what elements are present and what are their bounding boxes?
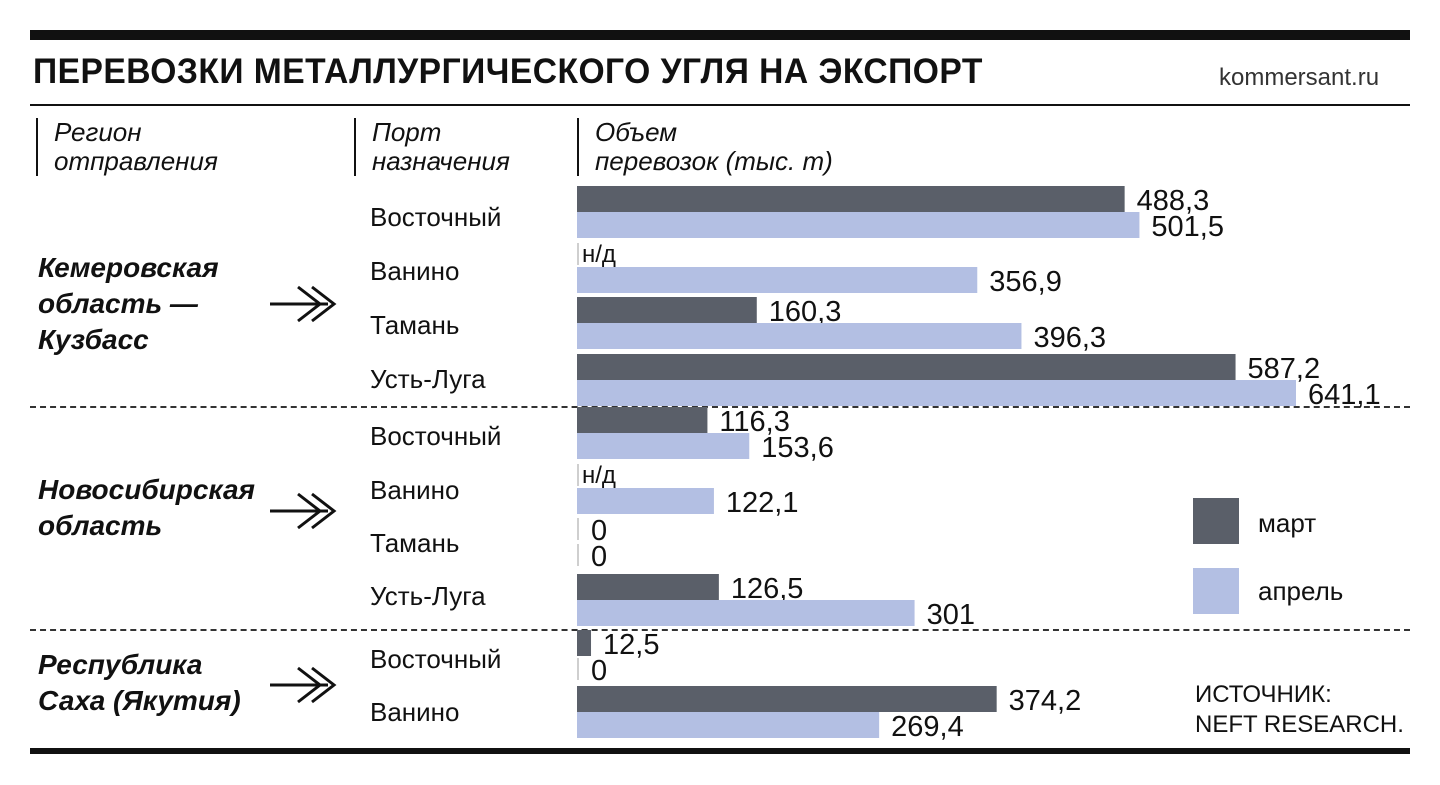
page-title: ПЕРЕВОЗКИ МЕТАЛЛУРГИЧЕСКОГО УГЛЯ НА ЭКСП… [33, 52, 983, 91]
region-kuzbass-line-1: Кемеровская [38, 252, 219, 283]
data-label-march: 0 [591, 515, 607, 547]
bottom-rule [30, 748, 1410, 754]
column-header-port: Порт назначения [354, 118, 510, 176]
port-label: Тамань [370, 528, 460, 558]
bar-march [577, 297, 757, 323]
legend-label-april: апрель [1258, 576, 1344, 606]
bar-march [577, 630, 592, 656]
data-label-march: 488,3 [1137, 185, 1210, 217]
bar-march [577, 686, 997, 712]
data-label-march: 587,2 [1248, 353, 1321, 385]
region-novosibirsk-line-1: Новосибирская [38, 474, 256, 505]
column-header-volume-line-2: перевозок (тыс. т) [595, 146, 833, 176]
port-label: Восточный [370, 421, 502, 451]
region-kuzbass: Кемеровская область — Кузбасс [38, 250, 219, 358]
bar-empty-marker [577, 464, 579, 486]
top-rule [30, 30, 1410, 40]
bar-april [577, 712, 880, 738]
port-label: Тамань [370, 310, 460, 340]
region-kuzbass-line-2: область — [38, 288, 198, 319]
region-yakutia: Республика Саха (Якутия) [38, 647, 241, 719]
data-label-march: 374,2 [1009, 685, 1082, 717]
site-name: kommersant.ru [1219, 64, 1380, 91]
column-header-region-line-2: отправления [54, 146, 218, 176]
data-label-march: 116,3 [719, 406, 789, 438]
legend-label-march: март [1258, 508, 1317, 538]
bar-april [577, 212, 1140, 238]
bar-april [577, 380, 1296, 406]
data-label-march: 12,5 [603, 629, 659, 661]
column-header-volume-line-1: Объем [595, 117, 678, 147]
data-source-line-2: NEFT RESEARCH. [1195, 711, 1404, 738]
region-divider [30, 629, 1410, 631]
data-source-line-1: ИСТОЧНИК: [1195, 681, 1332, 708]
bar-april [577, 600, 915, 626]
port-label: Усть-Луга [370, 581, 486, 611]
data-label-april: 269,4 [891, 711, 964, 743]
data-label-april: 122,1 [726, 487, 799, 519]
bar-april [577, 433, 750, 459]
legend-swatch-april [1193, 568, 1239, 614]
bar-empty-marker [577, 243, 579, 265]
bar-april [577, 267, 978, 293]
data-label-april: 301 [927, 599, 975, 631]
port-label: Восточный [370, 202, 502, 232]
data-label-march: н/д [582, 241, 616, 268]
data-source: ИСТОЧНИК: NEFT RESEARCH. [1195, 680, 1404, 740]
data-label-april: 356,9 [989, 266, 1062, 298]
bar-march [577, 574, 719, 600]
bar-april [577, 323, 1022, 349]
column-header-port-line-1: Порт [372, 117, 442, 147]
port-label: Усть-Луга [370, 364, 486, 394]
double-chevron-right-icon [270, 285, 337, 323]
double-chevron-right-icon [270, 492, 337, 530]
legend-swatch-march [1193, 498, 1239, 544]
region-kuzbass-line-3: Кузбасс [38, 324, 149, 355]
region-yakutia-line-1: Республика [38, 649, 203, 680]
data-label-april: 0 [591, 655, 607, 687]
port-label: Ванино [370, 697, 460, 727]
port-label: Ванино [370, 256, 460, 286]
double-chevron-right-icon [270, 666, 337, 704]
region-novosibirsk-line-2: область [38, 510, 163, 541]
bar-empty-marker [577, 658, 579, 680]
data-label-april: 396,3 [1033, 322, 1106, 354]
column-header-region: Регион отправления [36, 118, 218, 176]
bar-march [577, 354, 1236, 380]
bar-empty-marker [577, 544, 579, 566]
port-label: Ванино [370, 475, 460, 505]
port-label: Восточный [370, 644, 502, 674]
column-header-region-line-1: Регион [54, 117, 142, 147]
bar-april [577, 488, 714, 514]
bar-march [577, 186, 1125, 212]
header-rule [30, 104, 1410, 106]
data-label-april: 641,1 [1308, 379, 1381, 411]
column-header-volume: Объем перевозок (тыс. т) [577, 118, 833, 176]
data-label-april: 501,5 [1151, 211, 1224, 243]
region-novosibirsk: Новосибирская область [38, 472, 255, 544]
column-header-port-line-2: назначения [372, 146, 510, 176]
data-label-april: 0 [591, 541, 607, 573]
bar-march [577, 407, 708, 433]
region-divider [30, 406, 1410, 408]
region-yakutia-line-2: Саха (Якутия) [38, 685, 241, 716]
data-label-march: н/д [582, 462, 616, 489]
data-label-april: 153,6 [761, 432, 834, 464]
bar-empty-marker [577, 518, 579, 540]
data-label-march: 160,3 [769, 296, 842, 328]
data-label-march: 126,5 [731, 573, 804, 605]
